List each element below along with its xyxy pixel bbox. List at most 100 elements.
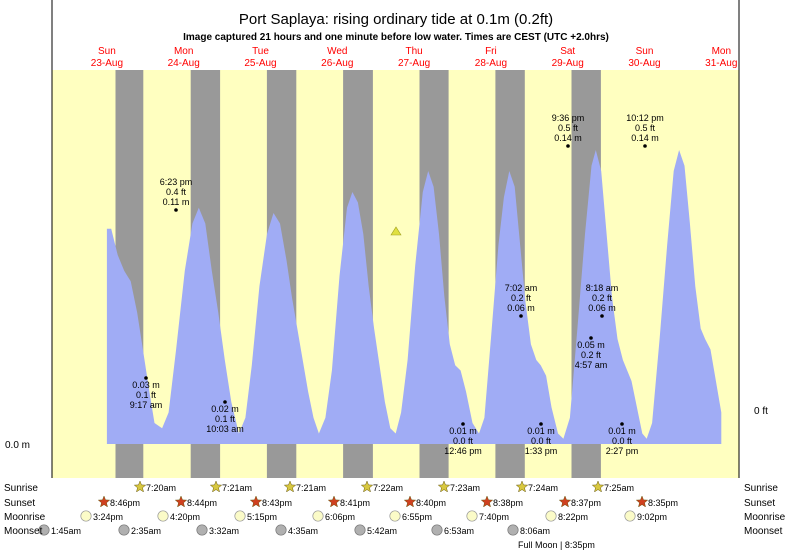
sunrise-time: 7:24am [528,483,558,493]
moonset-time: 6:53am [444,526,474,536]
sunset-time: 8:43pm [262,498,292,508]
sunset-icon [403,495,417,508]
tide-high-ft-label: 0.2 ft [592,293,613,303]
day-weekday-label: Sun [636,46,654,57]
tide-low-m-label: 0.01 m [449,426,477,436]
tide-high-time-label: 7:02 am [505,283,538,293]
tide-annotations: 0.03 m0.1 ft9:17 am6:23 pm0.4 ft0.11 m0.… [130,113,664,456]
tide-high-ft-label: 0.5 ft [558,123,579,133]
day-date-label: 28-Aug [475,58,507,69]
sunset-time: 8:46pm [110,498,140,508]
tide-high-m-label: 0.06 m [588,303,616,313]
tide-high-ft-label: 0.2 ft [511,293,532,303]
moonset-time: 8:06am [520,526,550,536]
moonrise-time: 6:06pm [325,512,355,522]
sunrise-time: 7:22am [373,483,403,493]
day-date-label: 29-Aug [552,58,584,69]
tide-high-ft-label: 0.5 ft [635,123,656,133]
rising-tide-marker [390,226,402,236]
astro-events: 7:20am 7:21am 7:21am 7:22am 7:23am 7:24am 7:25… [38,480,678,536]
sunset-icon [558,495,572,508]
moonrise-icon [157,510,169,522]
sunset-time: 8:41pm [340,498,370,508]
moonrise-icon [234,510,246,522]
day-weekday-label: Sat [560,46,575,57]
sunrise-icon [283,480,297,493]
tide-high-m-label: 0.14 m [631,133,659,143]
moonrise-time: 7:40pm [479,512,509,522]
sunrise-time: 7:21am [222,483,252,493]
tide-low-time-label: 10:03 am [206,424,244,434]
moonrise-row-label-right: Moonrise [744,512,786,523]
tide-high-time-label: 9:36 pm [552,113,585,123]
day-weekday-label: Thu [405,46,422,57]
day-weekday-label: Sun [98,46,116,57]
sunset-icon [635,495,649,508]
sunset-row-label-left: Sunset [4,498,35,509]
tide-extreme-dot [643,144,647,148]
sunrise-icon [133,480,147,493]
tide-extreme-dot [589,336,593,340]
sunrise-row-label-left: Sunrise [4,483,38,494]
sunset-icon [249,495,263,508]
tide-extreme-dot [566,144,570,148]
moonset-time: 1:45am [51,526,81,536]
moonset-icon [118,524,130,536]
moonset-row-label-left: Moonset [4,526,43,537]
moonrise-time: 6:55pm [402,512,432,522]
moonrise-icon [624,510,636,522]
tide-layer [106,150,722,444]
sunset-icon [174,495,188,508]
tide-area [106,150,722,444]
sunrise-icon [437,480,451,493]
sunrise-icon [591,480,605,493]
sunrise-time: 7:25am [604,483,634,493]
chart-title: Port Saplaya: rising ordinary tide at 0.… [239,11,553,28]
tide-low-ft-label: 0.0 ft [531,436,552,446]
day-date-label: 31-Aug [705,58,737,69]
tide-low-m-label: 0.02 m [211,404,239,414]
y-axis-right-label: 0 ft [754,406,768,417]
tide-low-m-label: 0.01 m [608,426,636,436]
day-date-label: 26-Aug [321,58,353,69]
moonrise-icon [545,510,557,522]
sunset-time: 8:38pm [493,498,523,508]
sunset-icon [97,495,111,508]
day-weekday-label: Tue [252,46,269,57]
moonset-icon [38,524,50,536]
tide-extreme-dot [174,208,178,212]
moonrise-icon [466,510,478,522]
row-labels: Sunrise Sunset Moonrise Moonset Sunrise … [4,483,786,550]
tide-high-time-label: 10:12 pm [626,113,664,123]
moon-phase-note: Full Moon | 8:35pm [518,540,595,550]
moonset-time: 2:35am [131,526,161,536]
moonrise-icon [312,510,324,522]
tide-low-m-label: 0.01 m [527,426,555,436]
day-date-label: 25-Aug [244,58,276,69]
tide-low-m-label: 0.03 m [132,380,160,390]
moonrise-time: 9:02pm [637,512,667,522]
tide-high-m-label: 0.06 m [507,303,535,313]
tide-high-time-label: 6:23 pm [160,177,193,187]
tide-low-time-label: 12:46 pm [444,446,482,456]
day-weekday-label: Mon [712,46,731,57]
tide-low-ft-label: 0.2 ft [581,350,602,360]
moonset-icon [507,524,519,536]
y-axis-left-label: 0.0 m [5,440,30,451]
moonset-time: 5:42am [367,526,397,536]
tide-extreme-dot [539,422,543,426]
tide-extreme-dot [223,400,227,404]
moonset-icon [196,524,208,536]
moonrise-time: 8:22pm [558,512,588,522]
chart-subtitle: Image captured 21 hours and one minute b… [183,32,609,43]
axes: 0.0 m 0 ft [5,0,768,478]
moonset-icon [431,524,443,536]
tide-high-time-label: 8:18 am [586,283,619,293]
tide-extreme-dot [144,376,148,380]
moonset-row-label-right: Moonset [744,526,783,537]
tide-low-m-label: 0.05 m [577,340,605,350]
day-weekday-label: Mon [174,46,193,57]
day-weekday-label: Wed [327,46,347,57]
day-date-label: 23-Aug [91,58,123,69]
sunrise-time: 7:23am [450,483,480,493]
